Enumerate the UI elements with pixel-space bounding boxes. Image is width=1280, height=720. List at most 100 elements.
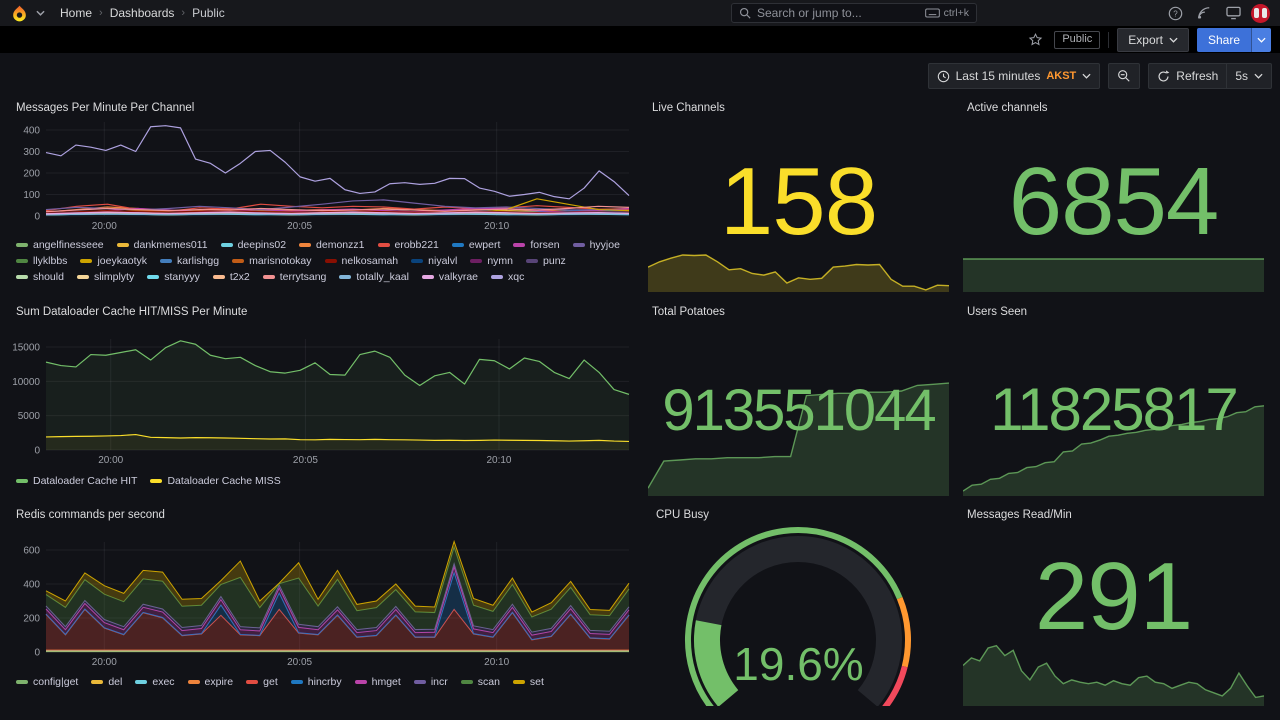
legend-swatch — [150, 478, 163, 483]
legend-label: valkyrae — [438, 270, 479, 283]
legend-item[interactable]: angelfinesseee — [16, 238, 104, 251]
legend-item[interactable]: niyalvl — [411, 254, 457, 267]
legend-item[interactable]: expire — [187, 675, 234, 688]
legend-item[interactable]: nelkosamah — [324, 254, 399, 267]
legend-item[interactable]: hincrby — [290, 675, 342, 688]
share-menu-button[interactable] — [1251, 27, 1271, 52]
legend-item[interactable]: slimplyty — [76, 270, 134, 283]
legend-swatch — [512, 679, 525, 684]
dataloader-chart[interactable]: 0 5000 10000 15000 20:00 20:05 20:10 — [8, 322, 633, 472]
panel-title[interactable]: Live Channels — [652, 102, 725, 114]
svg-text:20:00: 20:00 — [98, 455, 123, 466]
legend-item[interactable]: punz — [526, 254, 566, 267]
svg-text:?: ? — [1173, 9, 1178, 18]
legend-item[interactable]: t2x2 — [212, 270, 250, 283]
legend-item[interactable]: get — [246, 675, 278, 688]
legend-item[interactable]: config|get — [16, 675, 78, 688]
panel-title[interactable]: Total Potatoes — [652, 306, 725, 318]
user-avatar[interactable] — [1251, 3, 1270, 23]
svg-text:400: 400 — [23, 126, 40, 137]
breadcrumb-separator: › — [181, 7, 186, 19]
svg-text:300: 300 — [23, 147, 40, 158]
cpu-gauge[interactable] — [648, 503, 949, 706]
legend-label: niyalvl — [428, 254, 458, 267]
panel-title[interactable]: Active channels — [967, 102, 1048, 114]
zoom-out-button[interactable] — [1109, 64, 1139, 88]
legend-item[interactable]: Dataloader Cache HIT — [16, 474, 137, 487]
legend-item[interactable]: joeykaotyk — [80, 254, 147, 267]
legend-swatch — [16, 258, 28, 263]
panel-users-seen: Users Seen 11825817 — [963, 300, 1264, 496]
legend-label: t2x2 — [229, 270, 250, 283]
refresh-button[interactable]: Refresh — [1149, 64, 1226, 88]
stat-value: 291 — [1034, 543, 1193, 650]
legend-item[interactable]: hyyjoe — [572, 238, 620, 251]
export-button[interactable]: Export — [1117, 27, 1189, 52]
legend-item[interactable]: demonzz1 — [299, 238, 365, 251]
panel-active-channels: Active channels 6854 — [963, 96, 1264, 292]
legend-item[interactable]: karlishgg — [160, 254, 219, 267]
chevron-down-icon — [1169, 37, 1178, 43]
panel-title[interactable]: Users Seen — [967, 306, 1028, 318]
legend-item[interactable]: totally_kaal — [339, 270, 409, 283]
legend-item[interactable]: erobb221 — [377, 238, 439, 251]
refresh-interval-label: 5s — [1235, 69, 1248, 83]
legend-item[interactable]: marisnotokay — [232, 254, 312, 267]
legend-item[interactable]: deepins02 — [220, 238, 286, 251]
search-input[interactable]: Search or jump to... ctrl+k — [731, 3, 977, 23]
legend-item[interactable]: ewpert — [451, 238, 500, 251]
svg-text:600: 600 — [23, 546, 40, 557]
legend-swatch — [470, 258, 483, 263]
legend-swatch — [491, 274, 504, 279]
panel-title[interactable]: Redis commands per second — [16, 509, 165, 521]
svg-text:0: 0 — [34, 446, 40, 457]
legend-swatch — [290, 679, 303, 684]
legend-item[interactable]: hmget — [354, 675, 401, 688]
panel-title[interactable]: Messages Per Minute Per Channel — [16, 102, 195, 114]
chevron-down-icon[interactable] — [36, 10, 45, 16]
time-range-picker[interactable]: Last 15 minutes AKST — [929, 64, 1100, 88]
legend-swatch — [324, 258, 337, 263]
legend-item[interactable]: valkyrae — [421, 270, 479, 283]
monitor-icon[interactable] — [1222, 2, 1244, 24]
stat-sparkline — [963, 396, 1264, 496]
legend-item[interactable]: xqc — [491, 270, 524, 283]
stat-value: 6854 — [1008, 148, 1220, 255]
redis-legend: config|get del exec expire get hincrby hmget in… — [8, 673, 633, 688]
panel-title[interactable]: Sum Dataloader Cache HIT/MISS Per Minute — [16, 306, 248, 318]
panel-title[interactable]: Messages Read/Min — [967, 509, 1072, 521]
news-rss-icon[interactable] — [1193, 2, 1215, 24]
star-icon[interactable] — [1024, 29, 1046, 51]
redis-chart[interactable]: 0 200 400 600 20:00 20:05 20:10 — [8, 525, 633, 673]
legend-item[interactable]: nymn — [470, 254, 513, 267]
legend-swatch — [16, 679, 28, 684]
legend-item[interactable]: incr — [413, 675, 448, 688]
messages-chart[interactable]: 0 100 200 300 400 20:00 20:05 20:10 — [8, 118, 633, 236]
legend-label: expire — [204, 675, 234, 688]
legend-item[interactable]: scan — [460, 675, 500, 688]
legend-item[interactable]: dankmemes011 — [116, 238, 208, 251]
help-icon[interactable]: ? — [1164, 2, 1186, 24]
legend-item[interactable]: set — [512, 675, 544, 688]
legend-swatch — [411, 258, 424, 263]
legend-item[interactable]: Dataloader Cache MISS — [150, 474, 281, 487]
legend-label: hmget — [371, 675, 401, 688]
panel-title[interactable]: CPU Busy — [656, 509, 710, 521]
legend-item[interactable]: should — [16, 270, 64, 283]
refresh-interval-picker[interactable]: 5s — [1226, 64, 1271, 88]
legend-label: llyklbbs — [33, 254, 68, 267]
legend-item[interactable]: terrytsang — [262, 270, 326, 283]
grafana-logo-icon[interactable] — [10, 4, 29, 23]
legend-label: nelkosamah — [341, 254, 399, 267]
legend-item[interactable]: forsen — [513, 238, 560, 251]
legend-swatch — [262, 274, 275, 279]
legend-item[interactable]: stanyyy — [147, 270, 200, 283]
breadcrumb-home[interactable]: Home — [60, 6, 93, 20]
legend-item[interactable]: exec — [135, 675, 175, 688]
breadcrumb-dashboards[interactable]: Dashboards — [109, 6, 175, 20]
share-button[interactable]: Share — [1196, 27, 1251, 52]
legend-item[interactable]: llyklbbs — [16, 254, 67, 267]
search-placeholder: Search or jump to... — [757, 6, 862, 20]
breadcrumb-public[interactable]: Public — [192, 6, 225, 20]
legend-item[interactable]: del — [91, 675, 122, 688]
